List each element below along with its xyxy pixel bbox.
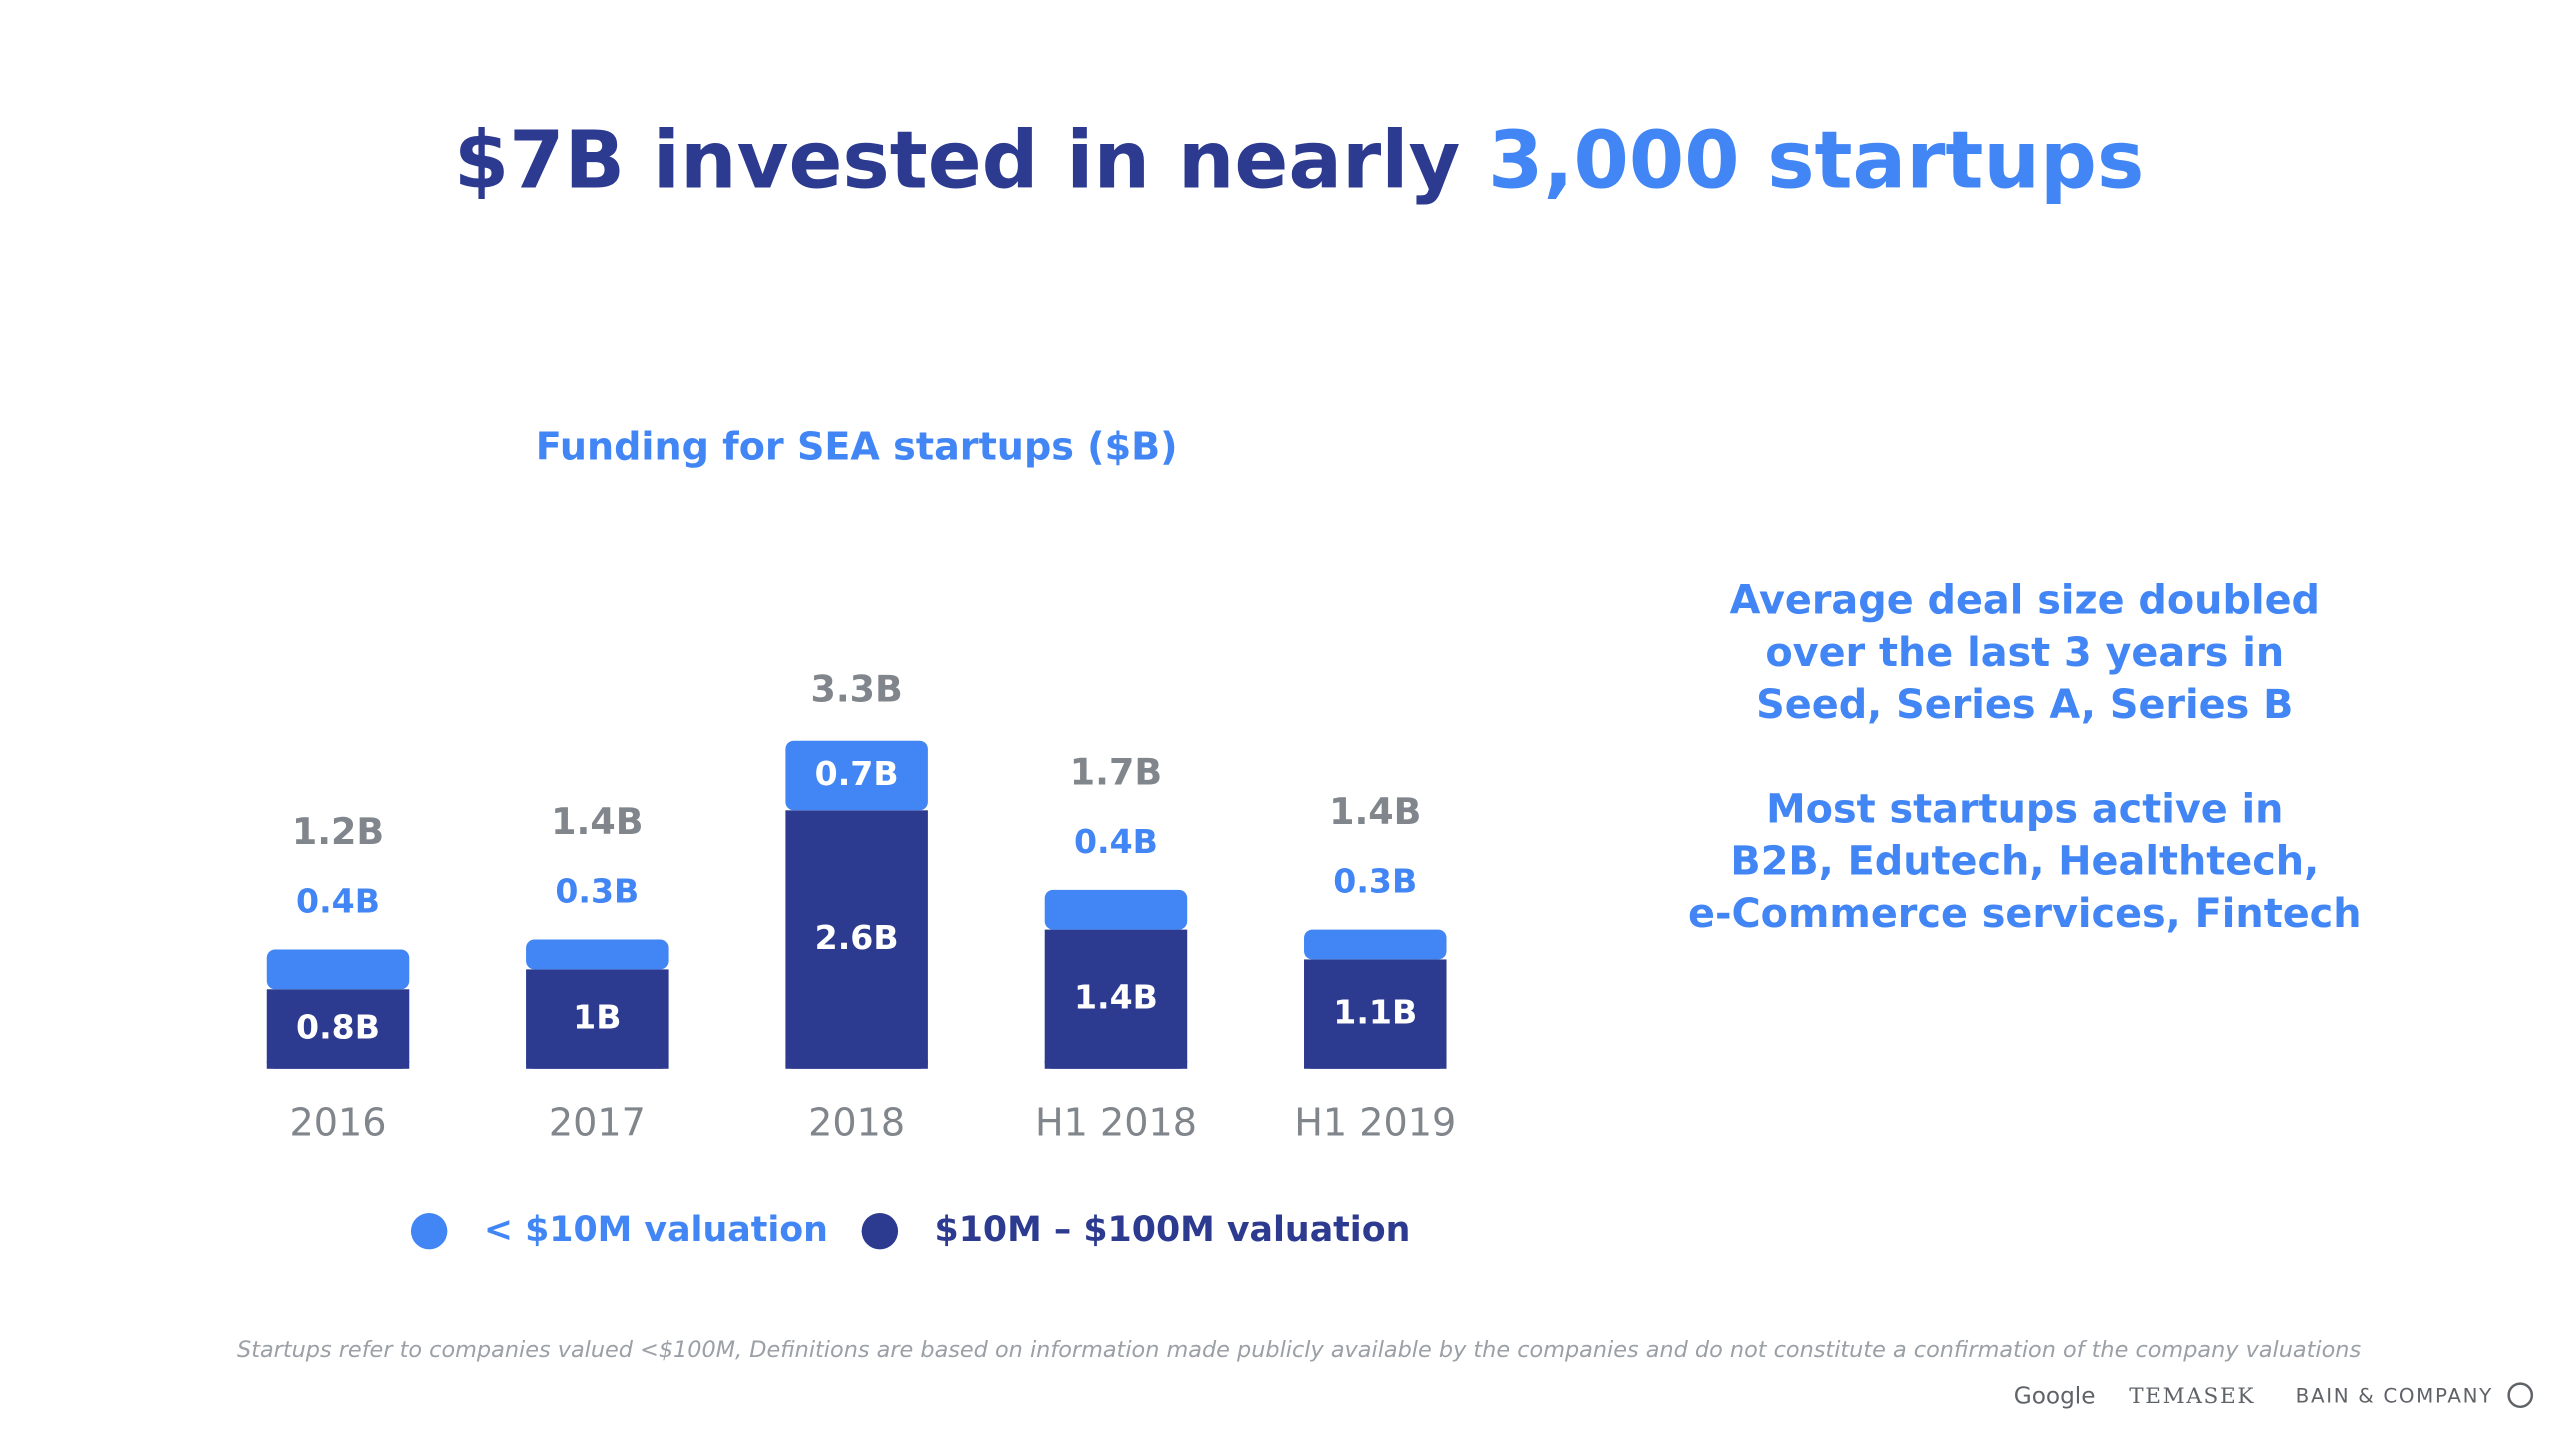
bar-foot — [526, 1055, 669, 1069]
title: $7B invested in nearly 3,000 startups — [454, 114, 2144, 207]
total-label: 3.3B — [810, 668, 902, 711]
value-label: 0.4B — [1074, 822, 1158, 861]
legend-swatch — [410, 1212, 448, 1250]
bar-segment — [1044, 929, 1188, 1069]
bar-segment — [266, 949, 410, 990]
total-label: 1.4B — [1329, 790, 1421, 833]
annotation: e-Commerce services, Fintech — [1688, 891, 2361, 937]
bar-segment — [1304, 929, 1447, 960]
annotation: Average deal size doubled — [1730, 578, 2320, 624]
x-tick-label: 2016 — [290, 1101, 387, 1145]
x-tick-label: H1 2019 — [1294, 1101, 1456, 1145]
value-label: 1.4B — [1074, 978, 1158, 1017]
bar-foot — [1304, 1055, 1447, 1069]
footnote: Startups refer to companies valued <$100… — [237, 1337, 2361, 1363]
title-part: $7B invested in nearly — [454, 114, 1488, 207]
bar-segment — [785, 810, 928, 1069]
annotation: over the last 3 years in — [1765, 630, 2284, 676]
annotation: Seed, Series A, Series B — [1756, 682, 2293, 728]
annotation: Most startups active in — [1766, 786, 2283, 832]
bar-segment — [526, 969, 669, 1069]
legend-swatch — [861, 1212, 899, 1250]
bar-foot — [1044, 1055, 1188, 1069]
logo: TEMASEK — [2129, 1384, 2255, 1409]
bar-segment — [785, 740, 928, 811]
bar-foot — [266, 1055, 410, 1069]
total-label: 1.2B — [292, 810, 384, 853]
title-highlight: 3,000 startups — [1488, 114, 2144, 207]
bar-foot — [785, 1055, 928, 1069]
x-tick-label: 2018 — [808, 1101, 905, 1145]
annotation: B2B, Edutech, Healthtech, — [1730, 839, 2319, 885]
bar-segment — [1304, 959, 1447, 1069]
value-label: 0.7B — [815, 754, 899, 793]
value-label: 0.3B — [1333, 862, 1417, 901]
bar-segment — [1044, 889, 1188, 930]
value-label: 0.4B — [296, 882, 380, 921]
value-label: 2.6B — [815, 918, 899, 957]
total-label: 1.7B — [1070, 750, 1162, 793]
subtitle: Funding for SEA startups ($B) — [536, 425, 1178, 469]
total-label: 1.4B — [551, 800, 643, 843]
x-tick-label: 2017 — [549, 1101, 646, 1145]
legend-label: $10M – $100M valuation — [935, 1210, 1411, 1250]
value-label: 1B — [573, 998, 621, 1037]
value-label: 1.1B — [1333, 993, 1417, 1032]
logo-icon — [2507, 1382, 2534, 1409]
logo: Google — [2014, 1382, 2096, 1409]
value-label: 0.3B — [555, 872, 639, 911]
bar-segment — [526, 939, 669, 970]
value-label: 0.8B — [296, 1008, 380, 1047]
logo: BAIN & COMPANY — [2296, 1384, 2493, 1407]
legend-label: < $10M valuation — [484, 1210, 828, 1250]
x-tick-label: H1 2018 — [1035, 1101, 1197, 1145]
